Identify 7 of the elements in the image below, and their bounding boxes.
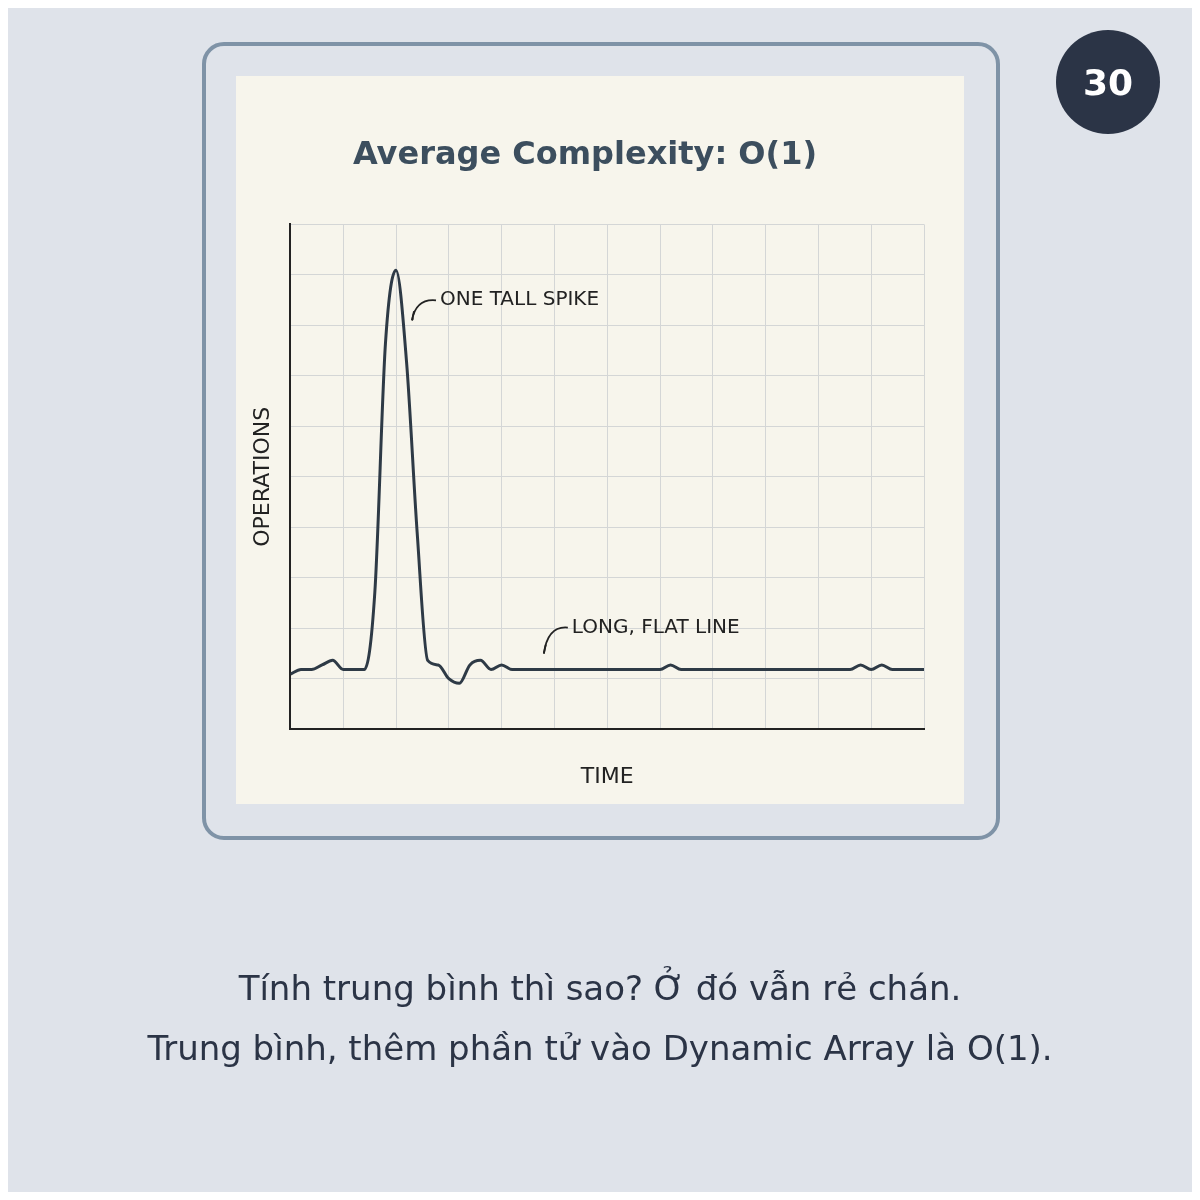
annotation: LONG, FLAT LINE bbox=[571, 613, 740, 638]
text: Tính trung bình thì sao? Ở đó vẫn rẻ chán. Trung bình, thêm phần tử vào Dynamic Array là O(1). bbox=[146, 965, 1054, 1070]
text: 30 bbox=[1056, 30, 1160, 134]
y-axis-title: OPERATIONS bbox=[248, 406, 274, 547]
chart-title: Average Complexity: O(1) bbox=[352, 133, 818, 172]
x-axis-title: TIME bbox=[579, 762, 634, 788]
annotation: ONE TALL SPIKE bbox=[440, 286, 600, 311]
